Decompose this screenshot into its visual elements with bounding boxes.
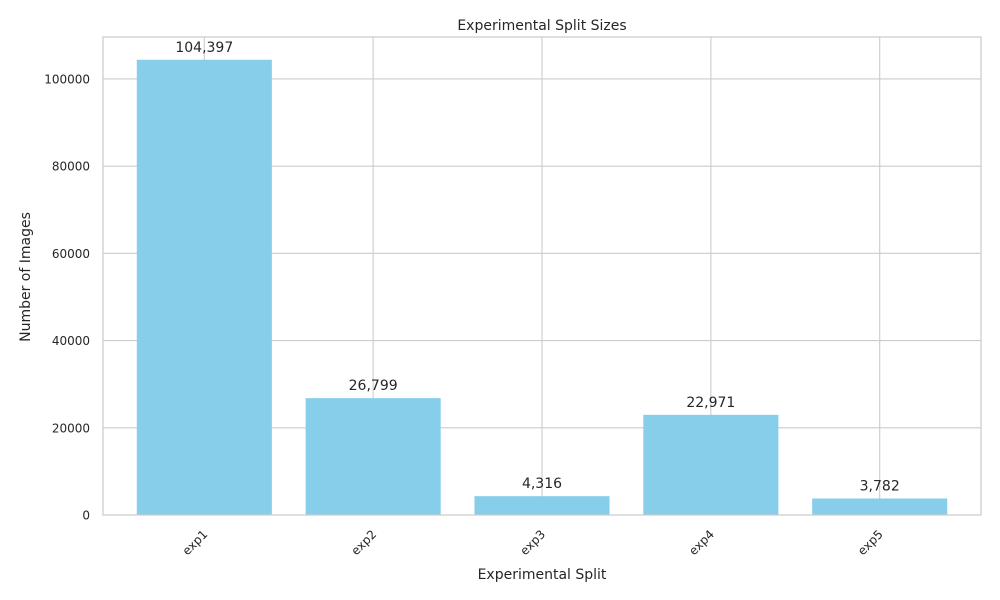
chart-title: Experimental Split Sizes xyxy=(457,18,626,34)
bars xyxy=(136,59,948,516)
data-label-exp3: 4,316 xyxy=(522,476,562,492)
x-axis-label: Experimental Split xyxy=(478,567,607,583)
plot-frame xyxy=(102,36,982,516)
bar-exp4 xyxy=(643,414,779,515)
bar-exp5 xyxy=(812,498,948,515)
y-tick-label: 20000 xyxy=(52,421,90,435)
y-tick-label: 60000 xyxy=(52,247,90,261)
y-tick-label: 0 xyxy=(82,509,90,523)
data-label-exp2: 26,799 xyxy=(349,378,398,394)
y-axis-label: Number of Images xyxy=(18,212,34,342)
data-label-exp4: 22,971 xyxy=(686,395,735,411)
data-labels: 104,397 26,799 4,316 22,971 3,782 xyxy=(175,40,899,495)
y-tick-label: 100000 xyxy=(44,72,90,86)
bar-exp3 xyxy=(474,496,610,515)
bar-exp2 xyxy=(305,398,441,515)
y-tick-label: 40000 xyxy=(52,334,90,348)
y-tick-label: 80000 xyxy=(52,160,90,174)
data-label-exp1: 104,397 xyxy=(175,40,233,56)
data-label-exp5: 3,782 xyxy=(860,479,900,495)
bar-exp1 xyxy=(136,59,272,516)
